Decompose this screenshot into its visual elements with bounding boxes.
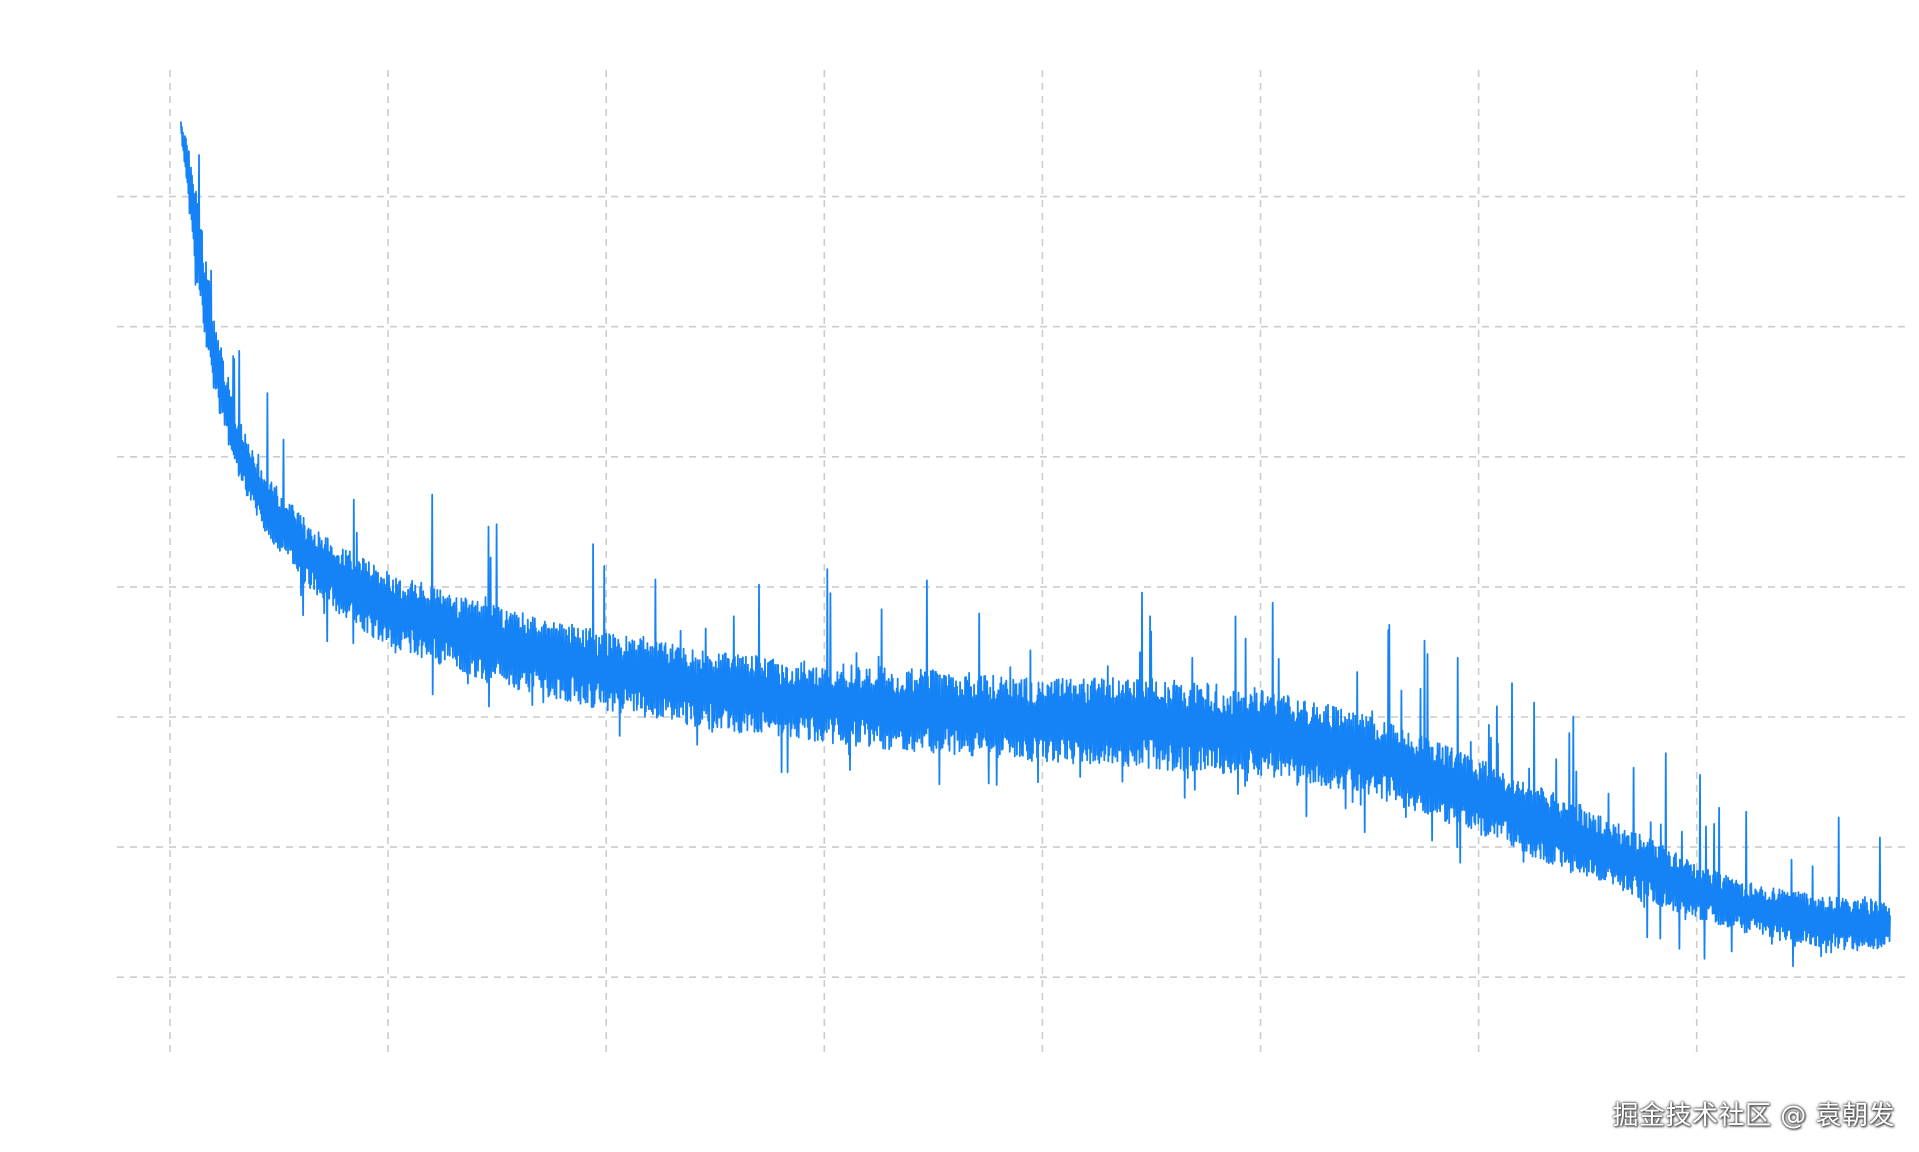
watermark-text: 掘金技术社区 @ 袁朝发 — [1612, 1101, 1895, 1131]
series-line — [180, 121, 1891, 968]
grid — [117, 70, 1910, 1052]
series-group — [180, 121, 1891, 968]
